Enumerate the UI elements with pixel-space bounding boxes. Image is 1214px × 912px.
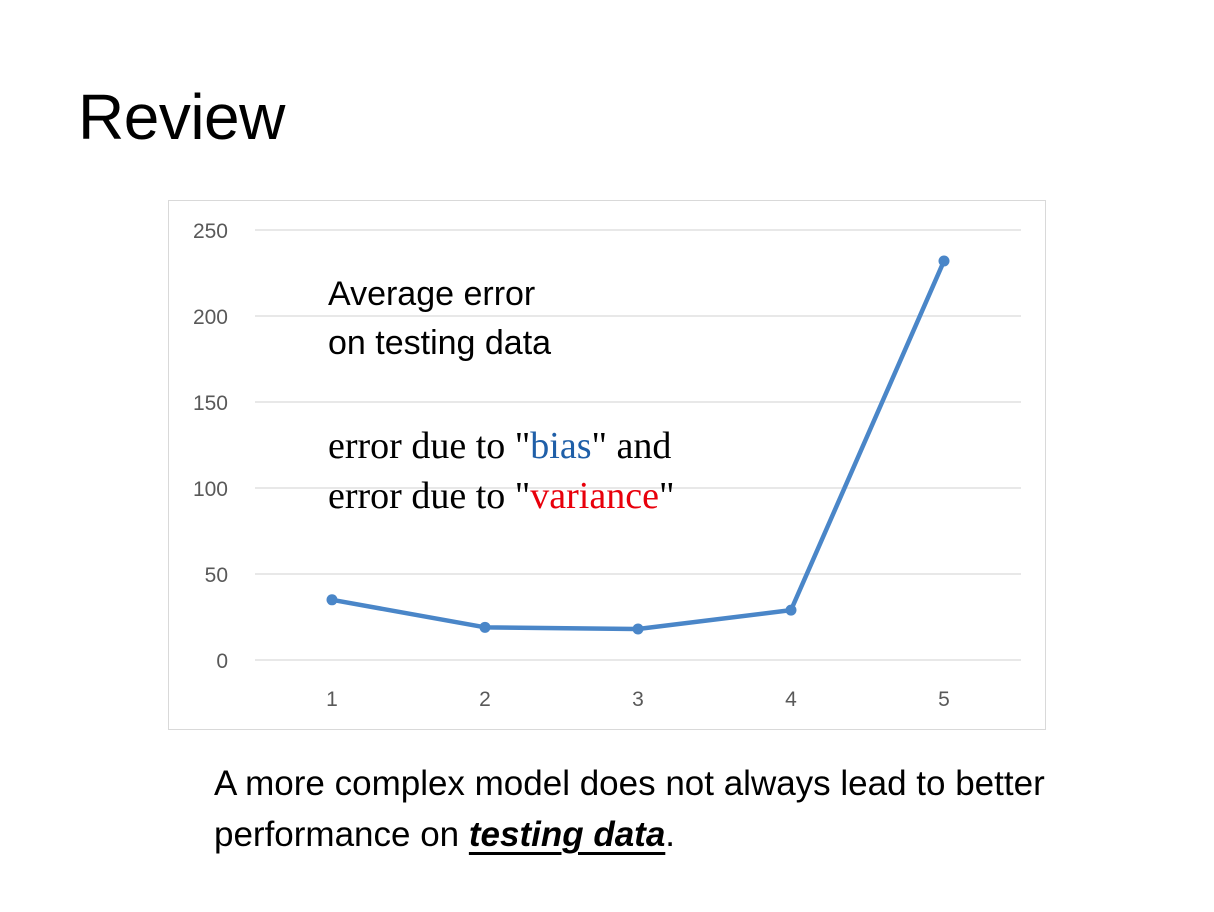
bias-word: bias (530, 425, 592, 467)
x-tick-label-2: 2 (479, 688, 491, 711)
y-tick-label-100: 100 (193, 478, 228, 501)
data-point-2 (479, 621, 491, 633)
x-tick-label-3: 3 (632, 688, 644, 711)
y-tick-label-250: 250 (193, 220, 228, 243)
y-tick-label-200: 200 (193, 306, 228, 329)
bias-prefix: error due to " (328, 425, 531, 467)
caption-text: A more complex model does not always lea… (214, 764, 1045, 854)
annotation-line-2: on testing data (328, 324, 552, 362)
slide-title: Review (78, 81, 285, 153)
data-point-5 (938, 255, 950, 267)
x-tick-label-1: 1 (326, 688, 338, 711)
data-point-1 (326, 594, 338, 606)
bias-suffix: " and (591, 425, 672, 467)
x-tick-label-4: 4 (785, 688, 797, 711)
data-point-4 (785, 604, 797, 616)
caption-emphasis: testing data (468, 815, 666, 854)
series-average-error (326, 255, 950, 635)
y-axis-tick-labels: 0 50 100 150 200 250 (193, 220, 228, 673)
annotation-line-1: Average error (328, 275, 536, 313)
y-tick-label-150: 150 (193, 392, 228, 415)
chart-annotation-bias-variance: error due to "bias" and error due to "va… (328, 421, 674, 521)
chart-annotation-average-error: Average error on testing data (328, 270, 551, 368)
x-tick-label-5: 5 (938, 688, 950, 711)
y-tick-label-50: 50 (205, 564, 228, 587)
caption-period: . (665, 815, 676, 854)
x-axis-tick-labels: 1 2 3 4 5 (326, 688, 950, 711)
y-tick-label-0: 0 (216, 650, 228, 673)
chart-area (168, 200, 1046, 730)
variance-suffix: " (658, 475, 675, 517)
chart-gridlines (255, 229, 1021, 661)
variance-word: variance (530, 475, 659, 517)
data-point-3 (632, 623, 644, 635)
variance-prefix: error due to " (328, 475, 531, 517)
slide-caption: A more complex model does not always lea… (214, 758, 1214, 860)
